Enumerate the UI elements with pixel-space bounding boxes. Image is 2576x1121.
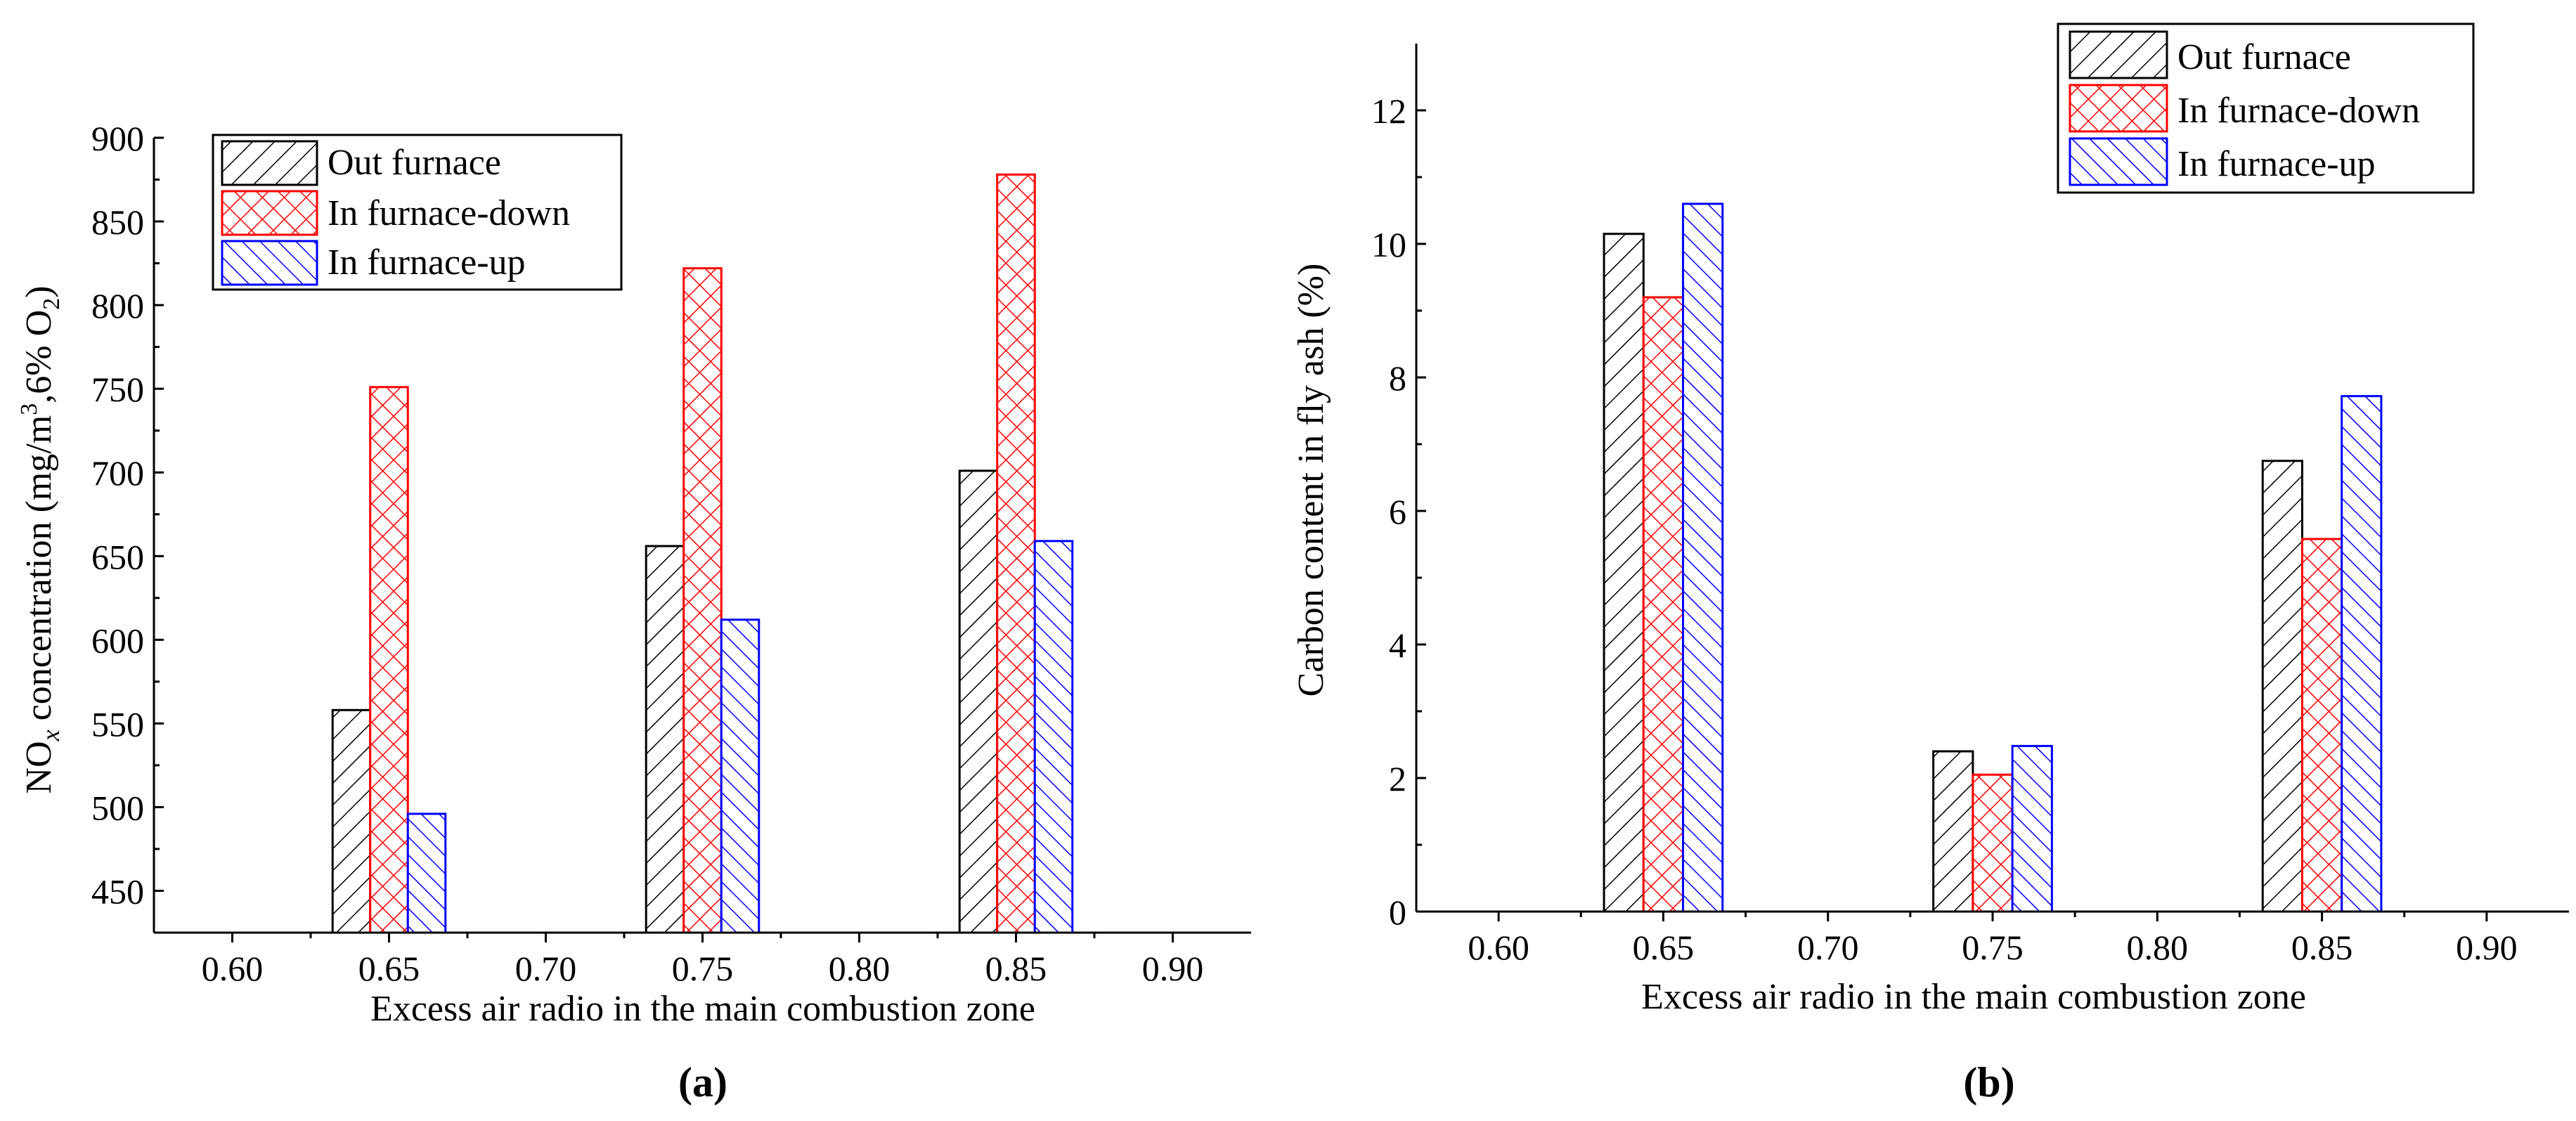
bar-in-furnace-down-0.75-a (682, 267, 723, 934)
y-tick-label-b: 8 (1389, 358, 1406, 398)
x-tick-label-a: 0.75 (672, 949, 734, 988)
y-tick-label-b: 6 (1389, 492, 1406, 531)
legend-label-in-furnace-down: In furnace-down (328, 193, 570, 233)
y-axis-label-b: Carbon content in fly ash (%) (1291, 264, 1331, 697)
y-tick-label-b: 10 (1371, 225, 1406, 264)
bar-out-furnace-0.85-b (2261, 460, 2303, 913)
bar-in-furnace-down-0.75-b (1972, 773, 2014, 913)
x-tick-label-b: 0.90 (2456, 928, 2518, 967)
y-tick-label-a: 650 (91, 537, 144, 576)
legend-b: Out furnace In furnace-down In furnace-u… (2057, 22, 2475, 194)
y-tick-label-a: 700 (91, 453, 144, 493)
y-tick-label-a: 750 (91, 370, 144, 409)
x-tick-label-a: 0.70 (515, 949, 577, 988)
legend-label-in-furnace-up-b: In furnace-up (2177, 144, 2376, 184)
bar-in-furnace-down-0.85-a (996, 173, 1036, 934)
x-tick-label-b: 0.75 (1962, 928, 2024, 967)
y-tick-label-b: 2 (1389, 759, 1406, 798)
bar-out-furnace-0.65-a (331, 708, 372, 934)
y-tick-label-b: 12 (1371, 91, 1406, 131)
x-tick-label-b: 0.70 (1797, 928, 1859, 967)
bar-out-furnace-0.65-b (1603, 233, 1645, 913)
x-tick-label-b: 0.65 (1633, 928, 1695, 967)
y-tick-label-a: 900 (91, 119, 144, 158)
legend-swatch-in-furnace-down (221, 190, 318, 236)
y-tick-label-b: 0 (1389, 893, 1406, 932)
bar-out-furnace-0.85-a (958, 469, 999, 934)
panel-label-a: (a) (678, 1059, 727, 1106)
bar-in-furnace-up-0.85-a (1033, 540, 1074, 934)
legend-swatch-in-furnace-down-b (2069, 84, 2168, 133)
y-axis-ticks-b: 0 2 4 6 8 10 12 (1371, 91, 1426, 932)
y-tick-label-a: 450 (91, 871, 144, 911)
legend-swatch-out-furnace-b (2069, 30, 2168, 79)
y-axis-label-a: NOx concentration (mg/m3,6% O2) (16, 286, 65, 794)
x-tick-label-b: 0.85 (2291, 928, 2353, 967)
bar-in-furnace-up-0.65-b (1682, 202, 1724, 913)
legend-label-out-furnace: Out furnace (328, 143, 501, 183)
bar-in-furnace-down-0.65-a (369, 386, 409, 934)
x-tick-label-a: 0.85 (985, 949, 1047, 988)
chart-panel-b: 0 2 4 6 8 10 12 0.60 0.65 0.70 0.75 0.80 0.85 0.90 E… (1291, 22, 2569, 1106)
legend-swatch-out-furnace (221, 140, 318, 186)
x-tick-label-a: 0.60 (202, 949, 264, 988)
bar-in-furnace-up-0.75-a (720, 618, 760, 934)
x-axis-label-b: Excess air radio in the main combustion … (1641, 977, 2306, 1017)
axes-a: 0.60 0.65 0.70 0.75 0.80 0.85 0.90 (153, 138, 1251, 988)
panel-label-b: (b) (1963, 1059, 2014, 1106)
y-tick-label-a: 800 (91, 286, 144, 325)
bar-in-furnace-up-0.65-a (406, 812, 447, 934)
x-tick-label-b: 0.80 (2127, 928, 2189, 967)
bar-out-furnace-0.75-a (645, 545, 685, 934)
y-tick-label-a: 600 (91, 621, 144, 660)
legend-label-out-furnace-b: Out furnace (2177, 37, 2351, 77)
bar-in-furnace-down-0.65-b (1642, 296, 1685, 913)
legend-label-in-furnace-up: In furnace-up (328, 242, 526, 283)
legend-swatch-in-furnace-up-b (2069, 137, 2168, 186)
x-axis-label-a: Excess air radio in the main combustion … (370, 989, 1035, 1029)
y-tick-label-a: 500 (91, 788, 144, 827)
x-tick-label-b: 0.60 (1468, 928, 1529, 967)
y-tick-label-a: 850 (91, 202, 144, 242)
y-tick-label-b: 4 (1389, 626, 1406, 665)
bar-in-furnace-down-0.85-b (2300, 538, 2343, 913)
bar-in-furnace-up-0.85-b (2341, 395, 2383, 913)
x-tick-label-a: 0.80 (829, 949, 891, 988)
x-tick-label-a: 0.90 (1142, 949, 1204, 988)
legend-swatch-in-furnace-up (221, 240, 318, 286)
axes-b: 0.60 0.65 0.70 0.75 0.80 0.85 0.90 (1415, 44, 2569, 967)
legend-a: Out furnace In furnace-down In furnace-u… (212, 134, 623, 291)
bar-in-furnace-up-0.75-b (2011, 744, 2053, 913)
bars-b (1603, 202, 2383, 913)
y-axis-ticks-a: 450 500 550 600 650 700 750 800 850 900 (91, 119, 164, 911)
legend-label-in-furnace-down-b: In furnace-down (2177, 91, 2420, 131)
bar-out-furnace-0.75-b (1932, 750, 1974, 913)
y-tick-label-a: 550 (91, 704, 144, 744)
x-tick-label-a: 0.65 (358, 949, 420, 988)
